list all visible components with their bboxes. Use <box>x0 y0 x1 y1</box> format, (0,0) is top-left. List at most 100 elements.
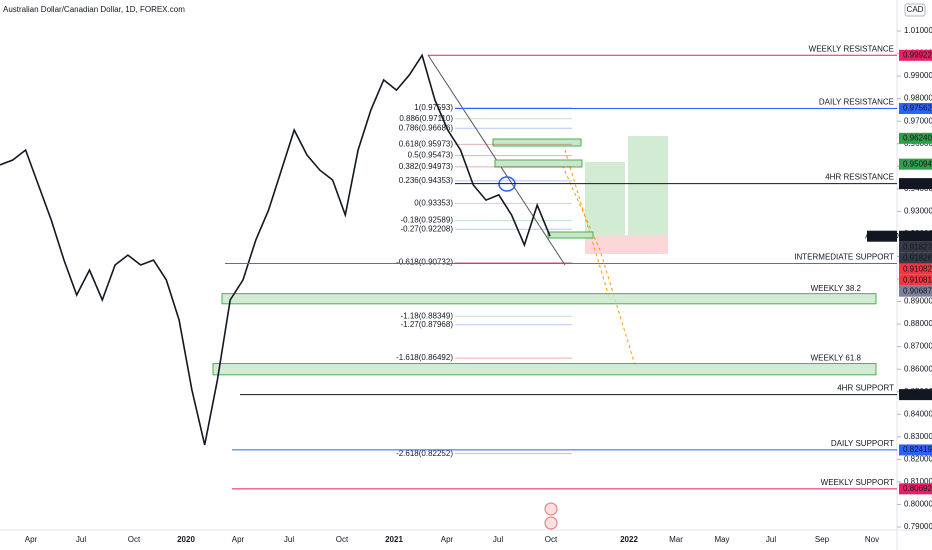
fib-label: 0.886(0.97110) <box>399 114 453 123</box>
fib-label: 0.618(0.95973) <box>399 139 454 148</box>
price-tick-label: 0.87000 <box>904 342 932 351</box>
time-tick-label: Oct <box>545 535 558 544</box>
time-tick-label: Mar <box>669 535 683 544</box>
long-target <box>585 162 625 235</box>
price-badge <box>899 263 932 275</box>
price-badge-label: 0.90687 <box>903 286 932 295</box>
price-badge <box>899 103 932 115</box>
price-badge <box>899 444 932 456</box>
fib-label: -2.618(0.82252) <box>396 449 453 458</box>
price-tick-label: 0.79000 <box>904 522 932 531</box>
fib-label: 0.5(0.95473) <box>408 151 454 160</box>
symbol-label: AUDCAD <box>865 231 899 240</box>
price-badge <box>899 178 932 190</box>
time-tick-label: Oct <box>336 535 349 544</box>
currency-label: CAD <box>907 5 924 14</box>
level-label: 4HR RESISTANCE <box>825 173 894 182</box>
price-tick-label: 0.84000 <box>904 409 932 418</box>
level-label: WEEKLY SUPPORT <box>821 478 894 487</box>
time-tick-label: Jul <box>76 535 86 544</box>
zone-box <box>547 231 594 239</box>
zone-label: WEEKLY 38.2 <box>811 284 862 293</box>
price-badge <box>899 158 932 170</box>
zone <box>221 293 877 305</box>
time-tick-label: 2020 <box>177 535 195 544</box>
level-label: 4HR SUPPORT <box>837 384 894 393</box>
level-label: DAILY RESISTANCE <box>819 98 894 107</box>
price-badge <box>899 241 932 253</box>
price-tick-label: 0.80000 <box>904 500 932 509</box>
zone-box <box>492 138 582 147</box>
time-tick-label: Apr <box>232 535 245 544</box>
level-label: WEEKLY RESISTANCE <box>809 44 894 53</box>
price-tick-label: 0.86000 <box>904 364 932 373</box>
time-tick-label: 2021 <box>385 535 403 544</box>
event-icon[interactable] <box>544 502 558 516</box>
fib-label: -0.18(0.92589) <box>401 216 454 225</box>
time-tick-label: Jul <box>493 535 503 544</box>
time-tick-label: Apr <box>25 535 38 544</box>
price-badge-label: 0.91826 <box>903 253 932 262</box>
price-badge-label: 0.84872 <box>903 390 932 399</box>
fib-label: 0(0.93353) <box>414 199 453 208</box>
price-tick-label: 1.01000 <box>904 26 932 35</box>
price-badge-label: 0.91827 <box>903 242 932 251</box>
price-tick-label: 0.83000 <box>904 432 932 441</box>
price-tick-label: 0.93000 <box>904 206 932 215</box>
time-tick-label: Nov <box>865 535 879 544</box>
time-tick-label: Oct <box>128 535 141 544</box>
level-label: INTERMEDIATE SUPPORT <box>794 253 894 262</box>
event-icon[interactable] <box>544 516 558 530</box>
time-tick-label: Sep <box>815 535 830 544</box>
zone-box <box>494 159 583 168</box>
price-badge-label: 0.94231 <box>903 179 932 188</box>
fib-label: 0.382(0.94973) <box>399 162 454 171</box>
price-badge <box>899 230 932 242</box>
price-badge <box>899 389 932 401</box>
long-stop <box>585 235 668 254</box>
price-badge <box>899 132 932 144</box>
time-tick-label: May <box>714 535 729 544</box>
price-tick-label: 0.97000 <box>904 116 932 125</box>
price-badge-label: 0.95094 <box>903 159 932 168</box>
time-tick-label: 2022 <box>620 535 638 544</box>
time-tick-label: Apr <box>441 535 454 544</box>
zone <box>212 363 877 376</box>
price-line <box>0 53 551 446</box>
price-badge <box>899 483 932 495</box>
price-badge-label: 0.82419 <box>903 445 932 454</box>
fib-label: -0.618(0.90732) <box>396 258 453 267</box>
price-tick-label: 0.88000 <box>904 319 932 328</box>
price-badge-label: 0.99922 <box>903 50 932 59</box>
price-badge <box>899 274 932 286</box>
long-target <box>628 136 668 235</box>
fib-label: 0.786(0.96686) <box>399 123 454 132</box>
price-badge-label: 0.97562 <box>903 104 932 113</box>
zone-label: WEEKLY 61.8 <box>811 354 862 363</box>
projection-path <box>559 149 636 366</box>
time-tick-label: Jul <box>766 535 776 544</box>
price-badge-label: 0.91081 <box>903 275 932 284</box>
level-label: DAILY SUPPORT <box>831 439 894 448</box>
price-tick-label: 0.89000 <box>904 297 932 306</box>
price-tick-label: 0.99000 <box>904 71 932 80</box>
time-tick-label: Jul <box>284 535 294 544</box>
chart-title: Australian Dollar/Canadian Dollar, 1D, F… <box>3 5 185 14</box>
symbol-badge <box>867 230 897 242</box>
fib-label: 0.236(0.94353) <box>399 176 454 185</box>
price-tick-label: 0.81000 <box>904 477 932 486</box>
price-badge <box>899 285 932 297</box>
price-badge <box>899 49 932 61</box>
fib-label: -1.618(0.86492) <box>396 353 453 362</box>
fib-label: -1.27(0.87968) <box>401 320 454 329</box>
fib-label: -0.27(0.92208) <box>401 224 454 233</box>
price-badge-label: 0.91898 <box>903 231 932 240</box>
fib-label: 1(0.97593) <box>414 103 453 112</box>
price-tick-label: 0.82000 <box>904 454 932 463</box>
price-badge-label: 0.91082 <box>903 264 932 273</box>
price-badge <box>899 252 932 264</box>
currency-box[interactable] <box>904 3 926 17</box>
price-tick-label: 0.98000 <box>904 94 932 103</box>
